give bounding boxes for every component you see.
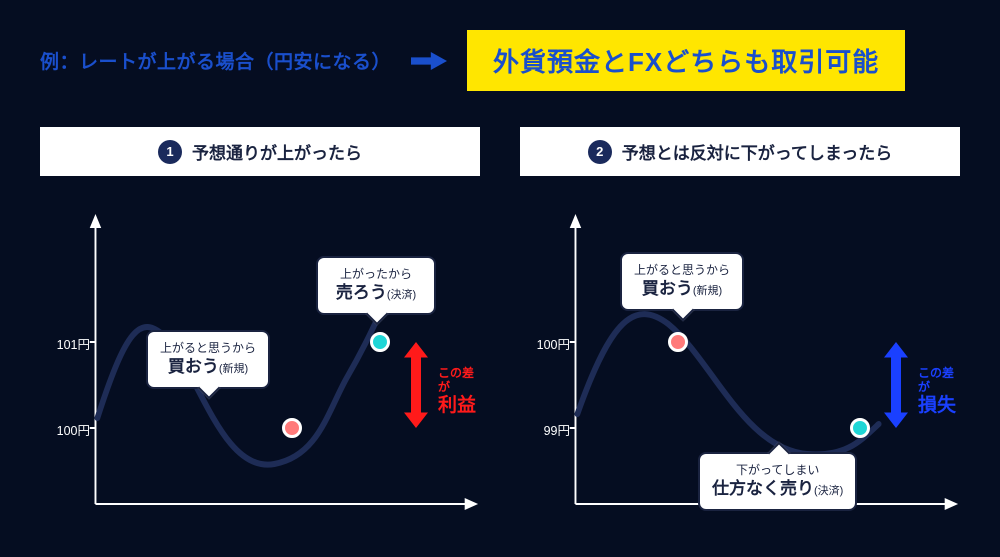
panel2-ylabel-0: 100円 (522, 334, 570, 353)
bubble-line2: 買おう (168, 357, 219, 376)
badge-1-icon: 1 (158, 140, 182, 164)
header-highlight-box: 外貨預金とFXどちらも取引可能 (467, 30, 905, 91)
panel2-diff-arrow-icon (884, 342, 908, 428)
diff-label-line2: 利益 (438, 395, 480, 418)
diff-label-line1: この差が (918, 366, 954, 394)
panel1-diff-label: この差が 利益 (438, 366, 480, 418)
panel1-title-bar: 1 予想通りが上がったら (40, 127, 480, 176)
diff-label-line2: 損失 (918, 395, 960, 418)
bubble-suffix: (新規) (693, 285, 722, 297)
panel1-diff-arrow-icon (404, 342, 428, 428)
bubble-line1: 上がると思うから (634, 262, 730, 278)
panel1-dot-buy (282, 418, 302, 438)
arrow-right-icon (411, 49, 447, 73)
panel-loss: 2 予想とは反対に下がってしまったら 100円 99円 上がると思うから 買おう… (520, 127, 960, 524)
panel2-chart: 100円 99円 上がると思うから 買おう(新規) 下がってしまい 仕方なく売り… (520, 184, 960, 524)
panel2-ylabel-1: 99円 (522, 420, 570, 439)
panel1-bubble-sell: 上がったから 売ろう(決済) (316, 256, 436, 315)
panel1-ylabel-0: 101円 (42, 334, 90, 353)
diff-label-line1: この差が (438, 366, 474, 394)
panel2-dot-buy (668, 332, 688, 352)
bubble-suffix: (決済) (387, 289, 416, 301)
bubble-line2: 売ろう (336, 283, 387, 302)
bubble-suffix: (新規) (219, 363, 248, 375)
panel1-title-text: 予想通りが上がったら (192, 139, 362, 164)
panel-profit: 1 予想通りが上がったら 101円 100円 上がると思うから 買おう(新規) … (40, 127, 480, 524)
header-caption: 例：レートが上がる場合（円安になる） (40, 47, 391, 74)
bubble-line2: 仕方なく売り (712, 479, 814, 498)
panel2-title-bar: 2 予想とは反対に下がってしまったら (520, 127, 960, 176)
panel2-title-text: 予想とは反対に下がってしまったら (622, 139, 892, 164)
bubble-line1: 上がると思うから (160, 340, 256, 356)
panel1-bubble-buy: 上がると思うから 買おう(新規) (146, 330, 270, 389)
panel1-dot-sell (370, 332, 390, 352)
panel2-bubble-buy: 上がると思うから 買おう(新規) (620, 252, 744, 311)
panel2-curve (577, 314, 878, 454)
bubble-line1: 上がったから (330, 266, 422, 282)
panel1-chart: 101円 100円 上がると思うから 買おう(新規) 上がったから 売ろう(決済… (40, 184, 480, 524)
panels-container: 1 予想通りが上がったら 101円 100円 上がると思うから 買おう(新規) … (40, 127, 960, 524)
panel2-dot-sell (850, 418, 870, 438)
bubble-line2: 買おう (642, 279, 693, 298)
bubble-line1: 下がってしまい (712, 462, 843, 478)
badge-2-icon: 2 (588, 140, 612, 164)
panel2-bubble-sell: 下がってしまい 仕方なく売り(決済) (698, 452, 857, 511)
panel1-ylabel-1: 100円 (42, 420, 90, 439)
header-row: 例：レートが上がる場合（円安になる） 外貨預金とFXどちらも取引可能 (40, 30, 960, 91)
panel2-diff-label: この差が 損失 (918, 366, 960, 418)
bubble-suffix: (決済) (814, 485, 843, 497)
